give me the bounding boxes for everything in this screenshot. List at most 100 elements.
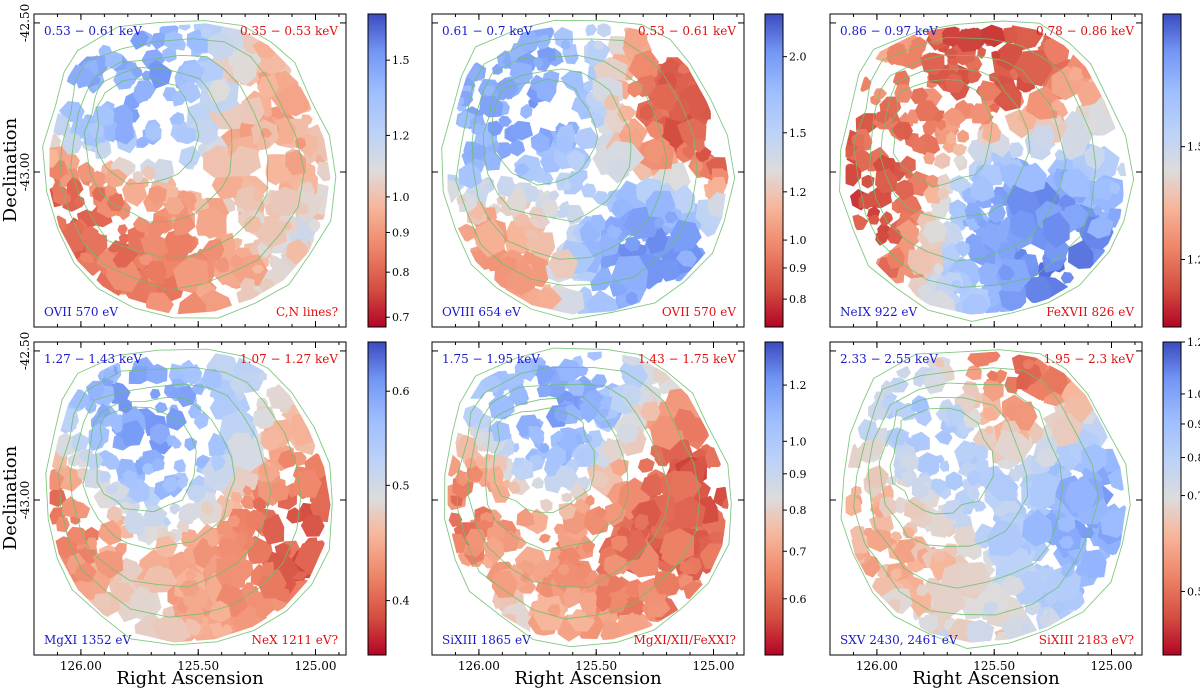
- voronoi-cell: [996, 241, 1017, 261]
- voronoi-cell: [172, 111, 185, 125]
- voronoi-cell: [1083, 116, 1101, 133]
- axes-frame: [33, 13, 347, 328]
- voronoi-cell: [257, 462, 271, 476]
- voronoi-cell: [850, 216, 869, 229]
- voronoi-cell: [117, 224, 128, 235]
- voronoi-cell: [106, 505, 123, 524]
- voronoi-cell: [558, 564, 570, 576]
- x-tick-label: 125.00: [1091, 659, 1133, 673]
- voronoi-cell: [944, 73, 964, 94]
- contour-line: [471, 55, 668, 260]
- band-high-label: 1.75 − 1.95 keV: [442, 352, 540, 366]
- voronoi-cell: [659, 260, 681, 282]
- contour-line: [889, 407, 994, 515]
- voronoi-cell: [257, 569, 287, 599]
- voronoi-cell: [910, 137, 928, 154]
- line-high-label: SXV 2430, 2461 eV: [840, 633, 958, 647]
- colorbar-tick-label: 2.0: [789, 51, 807, 64]
- voronoi-cell: [234, 530, 248, 548]
- voronoi-cell: [885, 227, 903, 245]
- voronoi-cell: [930, 478, 948, 493]
- colorbar-tick-label: 0.9: [1187, 418, 1200, 431]
- voronoi-cell: [573, 127, 598, 150]
- voronoi-cell: [491, 484, 511, 503]
- voronoi-cell: [91, 187, 106, 203]
- voronoi-cell: [899, 210, 911, 222]
- voronoi-cell: [531, 166, 549, 183]
- voronoi-cell: [229, 253, 243, 269]
- voronoi-cell: [923, 184, 943, 204]
- voronoi-cell: [121, 557, 144, 580]
- voronoi-cell: [986, 351, 1001, 363]
- voronoi-cell: [277, 83, 310, 117]
- band-low-label: 1.07 − 1.27 keV: [240, 352, 338, 366]
- voronoi-cell: [1016, 162, 1047, 193]
- voronoi-cell: [541, 199, 559, 217]
- voronoi-cell: [49, 487, 67, 508]
- voronoi-cell: [149, 389, 161, 399]
- voronoi-cell: [1043, 237, 1070, 263]
- contour-line: [493, 407, 595, 513]
- voronoi-cell: [136, 136, 149, 148]
- voronoi-cell: [547, 190, 560, 202]
- y-tick-label: -43.00: [18, 481, 32, 519]
- voronoi-cell: [268, 186, 302, 217]
- voronoi-cell: [150, 614, 192, 643]
- contour-line: [839, 20, 1135, 322]
- voronoi-cell: [606, 224, 623, 239]
- contour-line: [456, 366, 701, 620]
- voronoi-cell: [682, 145, 696, 159]
- contour-line: [890, 79, 993, 188]
- voronoi-cell: [260, 561, 275, 578]
- voronoi-cell: [144, 261, 167, 285]
- voronoi-cell: [192, 23, 226, 39]
- voronoi-cell: [86, 537, 98, 550]
- voronoi-cell: [1006, 185, 1040, 221]
- voronoi-cell: [1064, 478, 1098, 514]
- voronoi-cell: [909, 587, 932, 618]
- voronoi-cell: [87, 452, 104, 470]
- voronoi-cell: [709, 176, 727, 196]
- voronoi-cell: [1054, 149, 1068, 161]
- voronoi-cell: [1108, 181, 1121, 195]
- voronoi-cell: [949, 175, 969, 192]
- voronoi-cell: [228, 145, 262, 177]
- voronoi-cell: [96, 249, 116, 269]
- x-tick-label: 126.00: [60, 659, 102, 673]
- voronoi-cell: [535, 34, 551, 50]
- voronoi-cell: [141, 70, 152, 82]
- y-axis-title: Declination: [0, 445, 21, 550]
- voronoi-cell: [916, 284, 934, 297]
- voronoi-cell: [260, 428, 285, 452]
- voronoi-cell: [283, 221, 293, 231]
- y-tick-label: -43.00: [18, 153, 32, 191]
- voronoi-cell: [177, 476, 189, 490]
- voronoi-cell: [899, 454, 920, 472]
- voronoi-cell: [536, 287, 563, 309]
- voronoi-cell: [923, 371, 947, 395]
- voronoi-cell: [49, 149, 59, 168]
- voronoi-cell: [561, 492, 573, 503]
- voronoi-cell: [986, 370, 999, 382]
- voronoi-cell: [448, 512, 463, 528]
- voronoi-cell: [998, 264, 1015, 281]
- colorbar-tick-label: 1.2: [392, 129, 410, 142]
- voronoi-cell: [916, 584, 929, 597]
- voronoi-cell: [582, 540, 596, 555]
- voronoi-cell: [611, 255, 648, 291]
- voronoi-cell: [120, 419, 145, 447]
- voronoi-cell: [482, 182, 495, 193]
- voronoi-cell: [296, 202, 309, 215]
- voronoi-cell: [216, 555, 246, 593]
- voronoi-cell: [447, 181, 457, 194]
- contour-line: [95, 406, 197, 513]
- voronoi-cell: [1061, 129, 1089, 161]
- contour-line: [70, 54, 269, 258]
- voronoi-cell: [85, 380, 105, 399]
- voronoi-cell: [1099, 508, 1127, 539]
- voronoi-cell: [967, 469, 981, 488]
- voronoi-cell: [593, 40, 605, 50]
- voronoi-cell: [203, 625, 213, 636]
- colorbar-tick-label: 0.7: [789, 545, 807, 558]
- x-tick-label: 126.00: [458, 659, 500, 673]
